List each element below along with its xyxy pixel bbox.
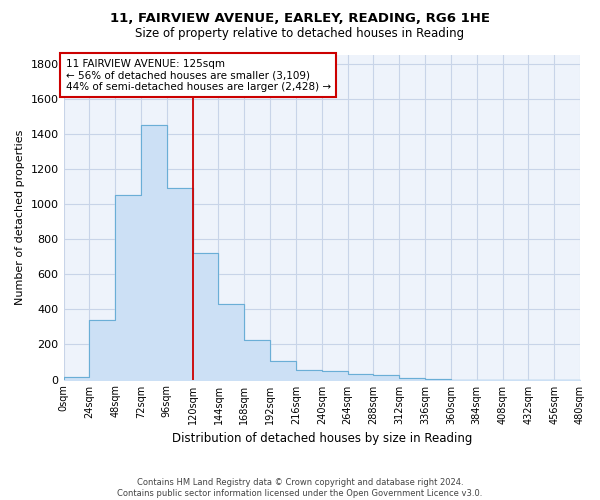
Y-axis label: Number of detached properties: Number of detached properties xyxy=(15,130,25,305)
Text: Contains HM Land Registry data © Crown copyright and database right 2024.
Contai: Contains HM Land Registry data © Crown c… xyxy=(118,478,482,498)
Text: 11, FAIRVIEW AVENUE, EARLEY, READING, RG6 1HE: 11, FAIRVIEW AVENUE, EARLEY, READING, RG… xyxy=(110,12,490,26)
Text: Size of property relative to detached houses in Reading: Size of property relative to detached ho… xyxy=(136,28,464,40)
X-axis label: Distribution of detached houses by size in Reading: Distribution of detached houses by size … xyxy=(172,432,472,445)
Text: 11 FAIRVIEW AVENUE: 125sqm
← 56% of detached houses are smaller (3,109)
44% of s: 11 FAIRVIEW AVENUE: 125sqm ← 56% of deta… xyxy=(65,58,331,92)
